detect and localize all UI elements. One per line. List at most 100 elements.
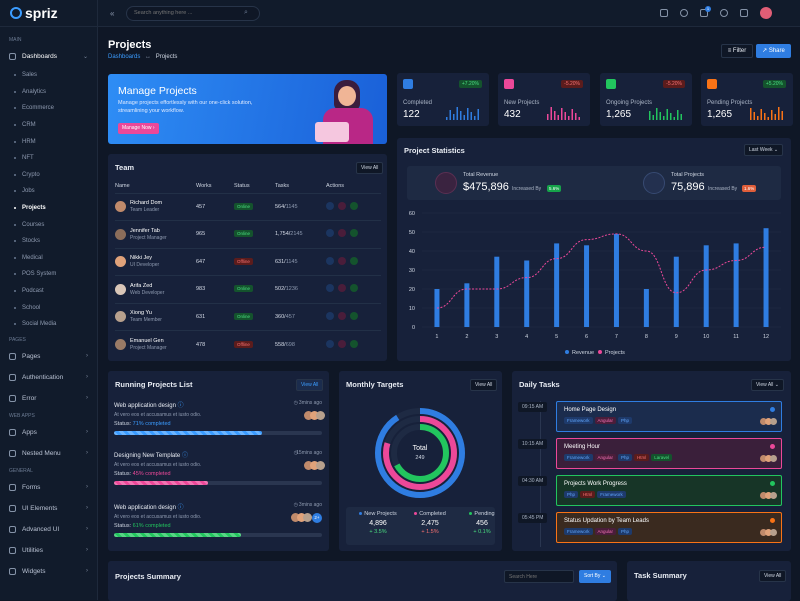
sidebar-item-social-media[interactable]: Social Media: [0, 316, 97, 333]
settings-gear-icon[interactable]: [740, 9, 748, 17]
avatar[interactable]: [760, 7, 772, 19]
cart-icon[interactable]: 1: [700, 6, 711, 17]
sidebar-item-nft[interactable]: NFT: [0, 150, 97, 167]
sidebar-item-sales[interactable]: Sales: [0, 67, 97, 84]
sidebar-item-nested-menu[interactable]: Nested Menu ›: [0, 443, 97, 464]
edit-icon[interactable]: [326, 256, 334, 265]
bullet-icon: [14, 306, 16, 309]
table-row[interactable]: Arifa Zed Web Developer 983 Online 502/12…: [115, 275, 381, 303]
sidebar-item-widgets[interactable]: Widgets ›: [0, 561, 97, 582]
sort-by-button[interactable]: Sort By ⌄: [579, 570, 611, 583]
search-input[interactable]: [134, 10, 244, 16]
x-tick-label: 1: [435, 334, 438, 340]
delete-icon[interactable]: [338, 256, 346, 265]
sidebar-item-medical[interactable]: Medical: [0, 250, 97, 267]
avatar-stack: [760, 529, 777, 536]
team-view-all-button[interactable]: View All: [356, 162, 384, 174]
sidebar-item-crypto[interactable]: Crypto: [0, 167, 97, 184]
task-summary-view-all-button[interactable]: View All: [759, 570, 787, 582]
project-statistics-title: Project Statistics: [404, 146, 465, 155]
targets-view-all-button[interactable]: View All: [470, 379, 498, 391]
daily-task-card[interactable]: Meeting Hour Framework Angular Php Html Lara…: [556, 438, 782, 469]
sidebar-item-hrm[interactable]: HRM: [0, 133, 97, 150]
sidebar-item-apps[interactable]: Apps ›: [0, 422, 97, 443]
running-project-desc: At vero eos et accusamus et iusto odio.: [114, 462, 202, 468]
notification-bell-icon[interactable]: [720, 9, 728, 17]
target-label: New Projects: [364, 511, 397, 517]
apps-icon: [9, 428, 16, 436]
task-tag: Php: [618, 454, 633, 461]
edit-icon[interactable]: [326, 201, 334, 210]
running-project-item[interactable]: Web application design ⓘ ◷ 3mins ago At v…: [114, 400, 325, 435]
edit-icon[interactable]: [326, 229, 334, 238]
sidebar-item-pages[interactable]: Pages ›: [0, 346, 97, 367]
fullscreen-icon[interactable]: [660, 9, 668, 17]
delete-icon[interactable]: [338, 339, 346, 348]
share-button[interactable]: ↗ Share: [756, 44, 791, 58]
member-role: Project Manager: [130, 234, 167, 241]
daily-view-all-dropdown[interactable]: View All ⌄: [751, 379, 785, 391]
search-icon[interactable]: ⌕: [244, 9, 248, 16]
table-row[interactable]: Emanuel Gen Project Manager 478 Offline 5…: [115, 330, 381, 358]
sidebar-item-error[interactable]: Error ›: [0, 388, 97, 409]
total-projects-label: Total Projects: [671, 172, 705, 178]
sidebar-item-forms[interactable]: Forms ›: [0, 477, 97, 498]
sidebar-item-ui-elements[interactable]: UI Elements ›: [0, 498, 97, 519]
edit-icon[interactable]: [326, 284, 334, 293]
sidebar-item-courses[interactable]: Courses: [0, 216, 97, 233]
table-row[interactable]: Jennifer Tab Project Manager 965 Online 1…: [115, 220, 381, 248]
manage-now-button[interactable]: Manage Now ›: [118, 123, 159, 134]
sidebar-item-ecommerce[interactable]: Ecommerce: [0, 100, 97, 117]
legend-dot: [469, 512, 473, 515]
delete-icon[interactable]: [338, 201, 346, 210]
sidebar-item-jobs[interactable]: Jobs: [0, 183, 97, 200]
legend-revenue: Revenue: [572, 350, 594, 356]
period-dropdown[interactable]: Last Week ⌄: [744, 144, 784, 156]
stat-change-badge: +5.20%: [762, 80, 786, 88]
bullet-icon: [14, 157, 16, 160]
view-icon[interactable]: [350, 201, 358, 210]
delete-icon[interactable]: [338, 284, 346, 293]
filter-button[interactable]: ≡ Filter: [721, 44, 753, 58]
sidebar-item-podcast[interactable]: Podcast: [0, 283, 97, 300]
edit-icon[interactable]: [326, 311, 334, 320]
sidebar-item-advanced-ui[interactable]: Advanced UI ›: [0, 519, 97, 540]
logo-icon: [10, 7, 22, 19]
view-icon[interactable]: [350, 339, 358, 348]
running-project-item[interactable]: Web application design ⓘ ◷ 3mins ago At v…: [114, 502, 322, 537]
brand-logo[interactable]: spriz: [0, 0, 97, 27]
view-icon[interactable]: [350, 284, 358, 293]
sidebar-item-authentication[interactable]: Authentication ›: [0, 367, 97, 388]
sidebar-item-crm[interactable]: CRM: [0, 117, 97, 134]
delete-icon[interactable]: [338, 311, 346, 320]
nav-section-general: GENERAL: [9, 467, 33, 474]
sidebar-item-projects[interactable]: Projects: [0, 200, 97, 217]
col-name: Name: [115, 182, 130, 189]
sidebar-item-utilities[interactable]: Utilities ›: [0, 540, 97, 561]
view-icon[interactable]: [350, 256, 358, 265]
daily-task-card[interactable]: Status Updation by Team Leads Framework A…: [556, 512, 782, 543]
daily-task-card[interactable]: Projects Work Progress Php Html Framework: [556, 475, 782, 506]
sidebar-item-stocks[interactable]: Stocks: [0, 233, 97, 250]
sidebar-item-pos-system[interactable]: POS System: [0, 266, 97, 283]
table-row[interactable]: Xiong Yu Team Member 631 Online 360/457: [115, 302, 381, 331]
target-item: New Projects 4,896 + 3.5%: [354, 511, 402, 535]
view-icon[interactable]: [350, 311, 358, 320]
summary-search-input[interactable]: [504, 570, 574, 583]
running-project-item[interactable]: Designing New Template ⓘ ◷ 15mins ago At …: [114, 450, 325, 485]
daily-task-card[interactable]: Home Page Design Framework Angular Php: [556, 401, 782, 432]
sidebar-item-dashboards[interactable]: Dashboards ⌄: [0, 46, 97, 67]
sidebar-item-school[interactable]: School: [0, 299, 97, 316]
table-row[interactable]: Richard Dom Team Leader 457 Online 564/11…: [115, 192, 381, 221]
breadcrumb-dashboards[interactable]: Dashboards: [108, 54, 141, 60]
running-view-all-button[interactable]: View All: [296, 379, 324, 391]
delete-icon[interactable]: [338, 229, 346, 238]
revenue-bar: [643, 289, 649, 327]
sidebar-item-analytics[interactable]: Analytics: [0, 84, 97, 101]
collapse-sidebar-icon[interactable]: «: [110, 8, 115, 18]
view-icon[interactable]: [350, 229, 358, 238]
table-row[interactable]: Nikki Jey UI Developer 647 Offline 631/11…: [115, 247, 381, 276]
edit-icon[interactable]: [326, 339, 334, 348]
stat-card-pending-projects: +5.20% Pending Projects 1,265: [701, 73, 793, 126]
theme-toggle-icon[interactable]: [680, 9, 688, 17]
